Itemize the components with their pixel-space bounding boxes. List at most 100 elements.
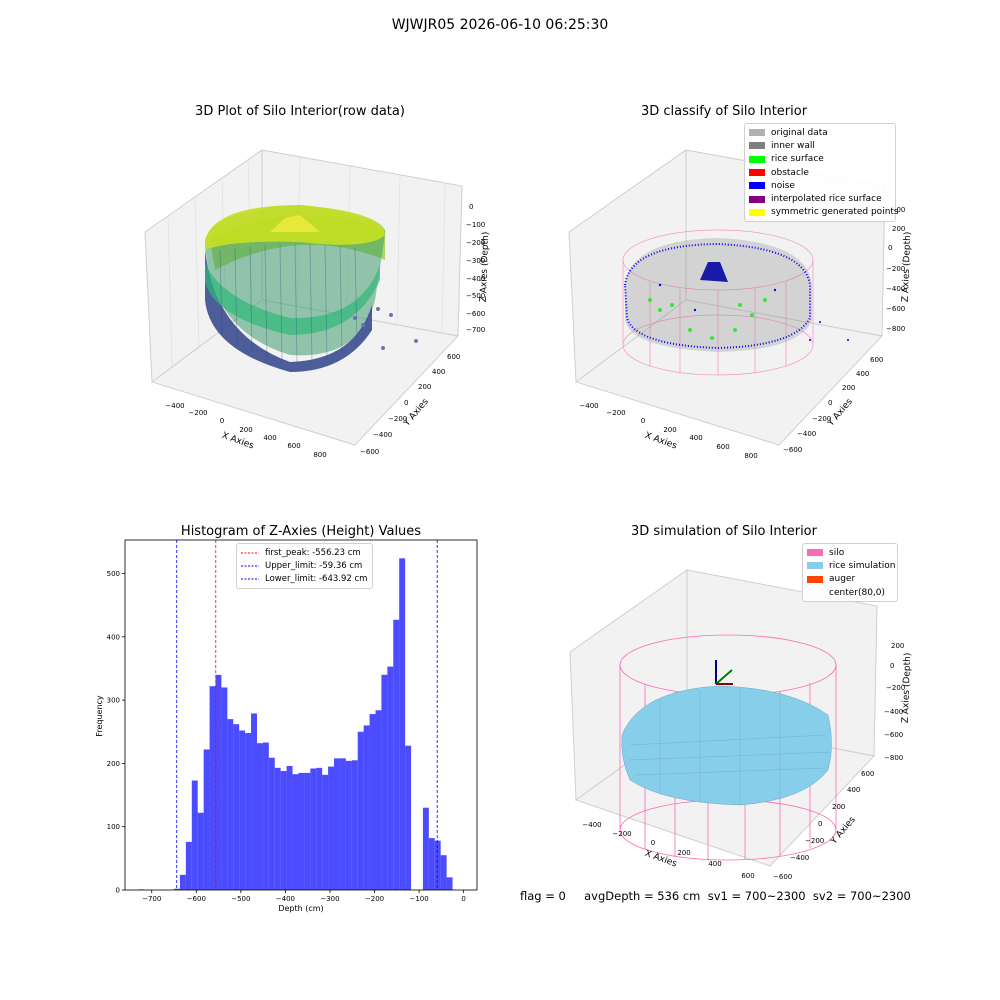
- simulation-zlabel: Z Axies (Depth): [901, 653, 913, 724]
- histogram-bar: [328, 766, 335, 890]
- simulation-xtick: 600: [741, 872, 754, 880]
- simulation-xtick: −400: [582, 821, 601, 829]
- raw-ztick: −400: [466, 275, 485, 283]
- legend-label: rice surface: [771, 154, 824, 165]
- legend-item: first_peak: -556.23 cm: [241, 546, 368, 559]
- simulation-ztick: −200: [886, 684, 905, 692]
- histogram-bar: [428, 838, 435, 890]
- histogram-bar: [197, 812, 204, 890]
- raw-zlabel: Z Axies (Depth): [479, 232, 491, 303]
- raw-3d-plot: −400 −200 0 200 400 600 800 X Axies −600…: [144, 149, 491, 459]
- legend-label: auger: [829, 574, 856, 585]
- simulation-rice-mesh: [627, 688, 831, 805]
- raw-point-cloud: [205, 205, 418, 372]
- simulation-ztick: −400: [884, 708, 903, 716]
- simulation-ztick: 200: [891, 642, 904, 650]
- histogram-bar: [209, 686, 216, 890]
- legend-label: Lower_limit: -643.92 cm: [265, 574, 368, 585]
- legend-label: interpolated rice surface: [771, 194, 882, 205]
- classify-ztick: −800: [886, 325, 905, 333]
- raw-ytick: −600: [360, 448, 379, 456]
- legend-item: noise: [749, 179, 891, 192]
- legend-swatch: [807, 589, 823, 596]
- legend-item: center(80,0): [807, 586, 893, 599]
- histogram-bar: [334, 758, 340, 890]
- raw-stray-points: [353, 307, 418, 350]
- raw-peak: [270, 215, 320, 232]
- legend-swatch: [749, 142, 765, 150]
- legend-label: obstacle: [771, 167, 809, 178]
- raw-ztick: −700: [466, 326, 485, 334]
- classify-ytick: −400: [797, 430, 816, 438]
- classify-rice-surface: [648, 298, 767, 340]
- histogram-bar: [351, 760, 358, 890]
- legend-label: noise: [771, 180, 795, 191]
- classify-ytick: 200: [842, 384, 855, 392]
- legend-item: symmetric generated points: [749, 206, 899, 219]
- simulation-ylabel: Y Axies: [829, 815, 858, 847]
- histogram-bar: [387, 666, 394, 890]
- histogram-bar: [179, 874, 186, 890]
- legend-swatch: [749, 155, 765, 163]
- histogram-bar: [393, 619, 400, 890]
- classify-ztick: 200: [892, 225, 905, 233]
- simulation-y-ticks: −600 −400 −200 0 200 400 600: [773, 770, 874, 881]
- classify-xtick: 400: [689, 434, 702, 442]
- histogram-bar: [174, 888, 180, 890]
- histogram-bar: [399, 558, 406, 890]
- raw-ztick: 0: [469, 203, 473, 211]
- classify-points: [623, 238, 849, 352]
- legend-label: first_peak: -556.23 cm: [265, 547, 361, 558]
- legend-swatch: [807, 575, 823, 583]
- classify-noise-peak: [700, 262, 728, 282]
- histogram-frame: [124, 539, 478, 891]
- raw-plot-title: 3D Plot of Silo Interior(row data): [195, 104, 405, 119]
- histogram-bar: [322, 774, 329, 890]
- legend-item: original data: [749, 126, 891, 139]
- classify-noise-scatter: [658, 283, 849, 341]
- classify-ztick: −600: [886, 305, 905, 313]
- raw-x-ticks: −400 −200 0 200 400 600 800: [165, 402, 326, 459]
- simulation-z-ticks: 200 0 −200 −400 −600 −800: [884, 642, 905, 762]
- raw-ytick: −400: [373, 431, 392, 439]
- raw-xtick: 600: [287, 442, 300, 450]
- legend-label: symmetric generated points: [771, 207, 899, 218]
- histogram-xtick-label: 0: [461, 895, 465, 903]
- raw-ztick: −500: [466, 292, 485, 300]
- legend-label: center(80,0): [829, 587, 886, 598]
- histogram-ytick-label: 100: [107, 823, 120, 831]
- histogram-bar: [256, 743, 263, 890]
- histogram-bar: [185, 841, 192, 890]
- histogram-bar: [227, 719, 234, 890]
- raw-ytick: 400: [432, 368, 445, 376]
- legend-item: obstacle: [749, 166, 891, 179]
- legend-swatch: [241, 552, 259, 554]
- histogram-bar: [422, 807, 429, 890]
- simulation-xtick: −200: [612, 830, 631, 838]
- legend-swatch: [241, 565, 259, 567]
- raw-xtick: 800: [313, 451, 326, 459]
- classify-inner-wall: [625, 238, 812, 352]
- classify-xtick: −400: [579, 402, 598, 410]
- histogram-bar: [405, 745, 412, 890]
- simulation-ytick: 400: [847, 786, 860, 794]
- simulation-ytick: −400: [790, 854, 809, 862]
- histogram-bar: [251, 713, 257, 890]
- raw-z-ticks: 0 −100 −200 −300 −400 −500 −600 −700: [466, 203, 485, 334]
- simulation-ztick: −800: [884, 754, 903, 762]
- raw-ztick: −600: [466, 310, 485, 318]
- legend-label: original data: [771, 127, 828, 138]
- histogram-bar: [245, 733, 252, 890]
- raw-ztick: −300: [466, 257, 485, 265]
- histogram-chart: −700 −600 −500 −400 −300 −200 −100 0 0 100 200 300…: [95, 539, 478, 913]
- raw-y-ticks: −600 −400 −200 0 200 400 600: [360, 353, 460, 456]
- histogram-bars: [138, 558, 453, 890]
- histogram-title: Histogram of Z-Axies (Height) Values: [180, 524, 422, 539]
- raw-ytick: 600: [447, 353, 460, 361]
- classify-ztick: 200: [892, 206, 905, 214]
- simulation-xlabel: X Axies: [643, 849, 678, 870]
- legend-label: silo: [829, 547, 845, 558]
- classify-xtick: −200: [606, 409, 625, 417]
- histogram-bar: [440, 855, 447, 890]
- legend-swatch: [749, 129, 765, 137]
